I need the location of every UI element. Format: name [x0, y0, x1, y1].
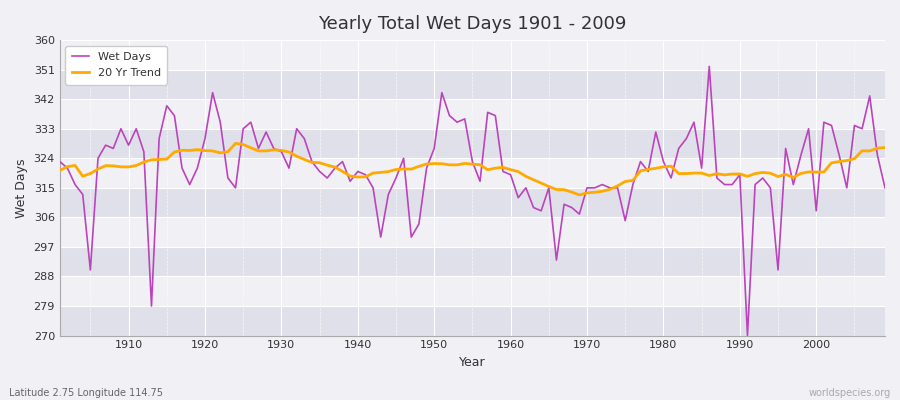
- 20 Yr Trend: [574, 192, 585, 197]
- Bar: [59, 247, 885, 276]
- Bar: [59, 306, 885, 336]
- Title: Yearly Total Wet Days 1901 - 2009: Yearly Total Wet Days 1901 - 2009: [319, 15, 626, 33]
- Bar: [59, 217, 885, 247]
- Legend: Wet Days, 20 Yr Trend: Wet Days, 20 Yr Trend: [66, 46, 167, 84]
- Bar: [59, 99, 885, 129]
- Line: Wet Days: Wet Days: [59, 66, 885, 336]
- Bar: [59, 276, 885, 306]
- Line: 20 Yr Trend: 20 Yr Trend: [59, 143, 885, 195]
- Wet Days: [597, 182, 608, 187]
- Wet Days: [742, 333, 753, 338]
- Wet Days: [54, 159, 65, 164]
- 20 Yr Trend: [292, 154, 302, 158]
- 20 Yr Trend: [879, 145, 890, 150]
- 20 Yr Trend: [505, 167, 516, 172]
- 20 Yr Trend: [612, 184, 623, 188]
- Y-axis label: Wet Days: Wet Days: [15, 158, 28, 218]
- Text: Latitude 2.75 Longitude 114.75: Latitude 2.75 Longitude 114.75: [9, 388, 163, 398]
- Wet Days: [115, 126, 126, 131]
- Bar: [59, 129, 885, 158]
- Wet Days: [879, 186, 890, 190]
- 20 Yr Trend: [115, 164, 126, 169]
- Bar: [59, 188, 885, 217]
- Wet Days: [284, 166, 294, 170]
- X-axis label: Year: Year: [459, 356, 486, 369]
- 20 Yr Trend: [513, 169, 524, 174]
- Bar: [59, 40, 885, 70]
- Bar: [59, 158, 885, 188]
- 20 Yr Trend: [54, 168, 65, 173]
- Wet Days: [704, 64, 715, 69]
- Wet Days: [498, 169, 508, 174]
- Bar: [59, 70, 885, 99]
- Wet Days: [505, 172, 516, 177]
- Text: worldspecies.org: worldspecies.org: [809, 388, 891, 398]
- 20 Yr Trend: [230, 141, 241, 146]
- 20 Yr Trend: [338, 169, 348, 174]
- Wet Days: [329, 166, 340, 170]
